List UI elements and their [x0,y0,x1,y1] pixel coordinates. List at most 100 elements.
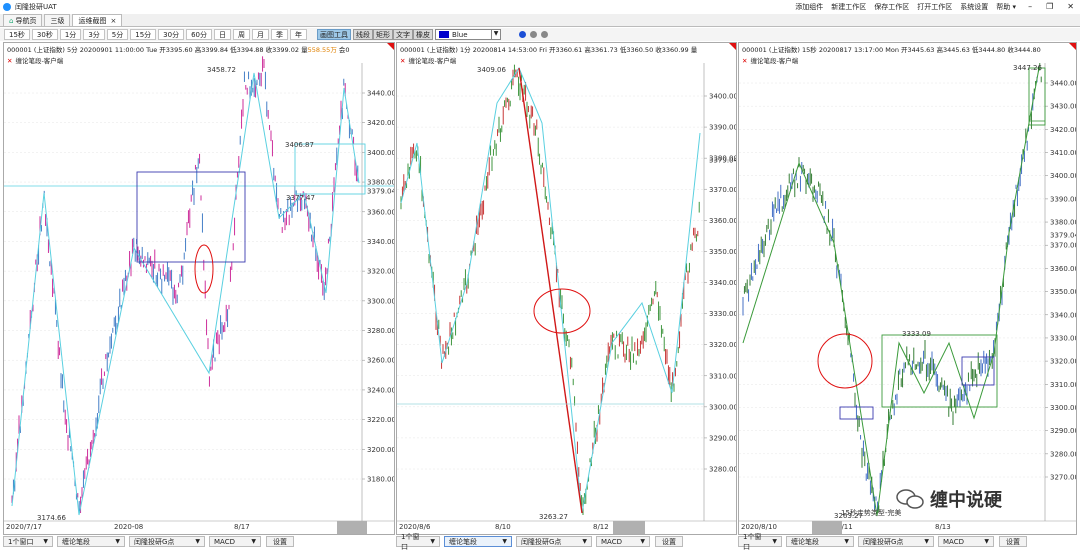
x-tick-label: 8/11 [837,523,853,531]
close-icon[interactable]: ✕ [1067,2,1074,11]
indicator-select[interactable]: 缠论笔段 ▼ [786,536,854,547]
panel-subtitle: ✕ 缠论笔段-客户端 [400,57,457,65]
color-dot-gray-1[interactable] [530,31,538,38]
window-count-select[interactable]: 1个窗口 ▼ [396,533,440,551]
period-quarter[interactable]: 季 [271,29,289,40]
oscillator-select[interactable]: MACD ▼ [596,536,650,547]
draw-tools-button[interactable]: 画图工具 [317,29,352,40]
app-logo-icon [3,2,11,11]
color-select-value: Blue [452,30,468,39]
minimize-icon[interactable]: – [1028,2,1033,11]
menu-help[interactable]: 帮助 ▾ [996,2,1016,11]
x-axis: 2020/8/10 8/11 8/13 [739,520,1076,534]
pivot-box [961,356,995,386]
text-tool-button[interactable]: 文字 [393,29,414,40]
period-1m[interactable]: 1分 [59,29,82,40]
app-title: 闰隆投研UAT [15,2,57,11]
pivot-box [1028,67,1046,126]
y-tick-label: 3290.00 [709,434,737,442]
y-tick-label: 3440.00 [1050,80,1077,88]
settings-button[interactable]: 设置 [266,536,294,547]
close-indicator-icon[interactable]: ✕ [400,57,406,65]
rect-tool-button[interactable]: 矩形 [373,29,394,40]
price-annotation: 3174.66 [37,514,66,522]
corner-marker-icon [729,43,736,50]
period-5m[interactable]: 5分 [106,29,129,40]
tab-level-3[interactable]: 三级 [44,14,71,26]
period-30s[interactable]: 30秒 [31,29,58,40]
close-indicator-icon[interactable]: ✕ [7,57,13,65]
menu-new-workspace[interactable]: 新建工作区 [831,2,867,11]
y-tick-label: 3320.00 [367,268,395,276]
settings-button[interactable]: 设置 [655,536,683,547]
price-annotation: 3333.09 [902,330,931,338]
scroll-thumb [613,521,645,534]
chart-canvas[interactable]: 3440.00 3420.00 3400.00 3380.00 3360.00 3340.… [4,43,395,535]
tab-close-icon[interactable]: × [110,16,117,25]
period-week[interactable]: 周 [233,29,251,40]
indicator-select[interactable]: 缠论笔段 ▼ [444,536,512,547]
price-annotation: 3377.47 [286,194,315,202]
period-3m[interactable]: 3分 [83,29,105,40]
y-tick-label: 3200.00 [367,446,395,454]
y-tick-label: 3280.00 [367,327,395,335]
y-tick-label: 3340.00 [367,238,395,246]
y-tick-label: 3260.00 [367,357,395,365]
y-tick-label: 3410.00 [1050,149,1077,157]
oscillator-select[interactable]: MACD ▼ [209,536,261,547]
settings-button[interactable]: 设置 [999,536,1027,547]
chart-panel-1[interactable]: 000001 (上证指数) 5分 20200901 11:00:00 Tue 开… [3,42,395,535]
eraser-tool-button[interactable]: 橡皮 [413,29,434,40]
color-select[interactable]: Blue ▼ [435,29,502,40]
period-60m[interactable]: 60分 [186,29,213,40]
menu-system-settings[interactable]: 系统设置 [960,2,989,11]
period-year[interactable]: 年 [290,29,308,40]
y-tick-label: 3360.00 [367,208,395,216]
panel-subtitle: ✕ 缠论笔段-客户端 [742,57,799,65]
stroke-segment-line [400,66,701,514]
period-15s[interactable]: 15秒 [4,29,30,40]
close-indicator-icon[interactable]: ✕ [742,57,748,65]
y-tick-label: 3330.00 [1050,334,1077,342]
window-count-select[interactable]: 1个窗口 ▼ [738,533,782,551]
gpoint-select[interactable]: 闰隆投研G点 ▼ [129,536,205,547]
gpoint-select[interactable]: 闰隆投研G点 ▼ [516,536,592,547]
tab-ops-screenshot[interactable]: 运维截图 × [72,14,123,26]
window-controls: – ❐ ✕ [1028,0,1074,13]
pivot-box [294,143,366,195]
period-15m[interactable]: 15分 [130,29,157,40]
chart-panel-3[interactable]: 000001 (上证指数) 15秒 20200817 13:17:00 Mon … [738,42,1077,535]
period-month[interactable]: 月 [252,29,270,40]
menu-open-workspace[interactable]: 打开工作区 [917,2,953,11]
y-tick-label: 3430.00 [1050,103,1077,111]
y-axis: 3400.00 3390.00 3380.00 3370.00 3360.00 3350.… [397,63,737,521]
line-tool-button[interactable]: 线段 [353,29,374,40]
menu-add-component[interactable]: 添加组件 [795,2,824,11]
x-tick-label: 2020/7/17 [6,523,42,531]
menu-save-workspace[interactable]: 保存工作区 [874,2,910,11]
y-tick-label: 3270.00 [1050,474,1077,482]
chart-canvas[interactable]: 3440.00 3430.00 3420.00 3410.00 3400.00 3390.… [739,43,1077,535]
pivot-box [136,171,246,263]
chevron-down-icon: ▼ [195,538,200,545]
restore-icon[interactable]: ❐ [1046,2,1054,11]
indicator-select[interactable]: 缠论笔段 ▼ [57,536,125,547]
period-day[interactable]: 日 [214,29,232,40]
y-tick-label: 3350.00 [1050,288,1077,296]
chevron-down-icon: ▼ [491,30,500,39]
tab-navigation[interactable]: ⌂ 导航页 [3,14,43,26]
period-30m[interactable]: 30分 [158,29,185,40]
gpoint-select[interactable]: 闰隆投研G点 ▼ [858,536,934,547]
y-tick-label: 3320.00 [1050,358,1077,366]
y-tick-label: 3340.00 [709,279,737,287]
oscillator-select[interactable]: MACD ▼ [938,536,994,547]
color-dot-blue[interactable] [519,31,527,38]
color-dot-gray-2[interactable] [541,31,549,38]
chart-panel-2[interactable]: 000001 (上证指数) 1分 20200814 14:53:00 Fri 开… [396,42,737,535]
y-tick-label: 3300.00 [367,297,395,305]
window-count-select[interactable]: 1个窗口 ▼ [3,536,53,547]
y-tick-label: 3180.00 [367,476,395,484]
chevron-down-icon: ▼ [984,538,989,545]
chart-canvas[interactable]: 3400.00 3390.00 3380.00 3370.00 3360.00 3350.… [397,43,737,535]
